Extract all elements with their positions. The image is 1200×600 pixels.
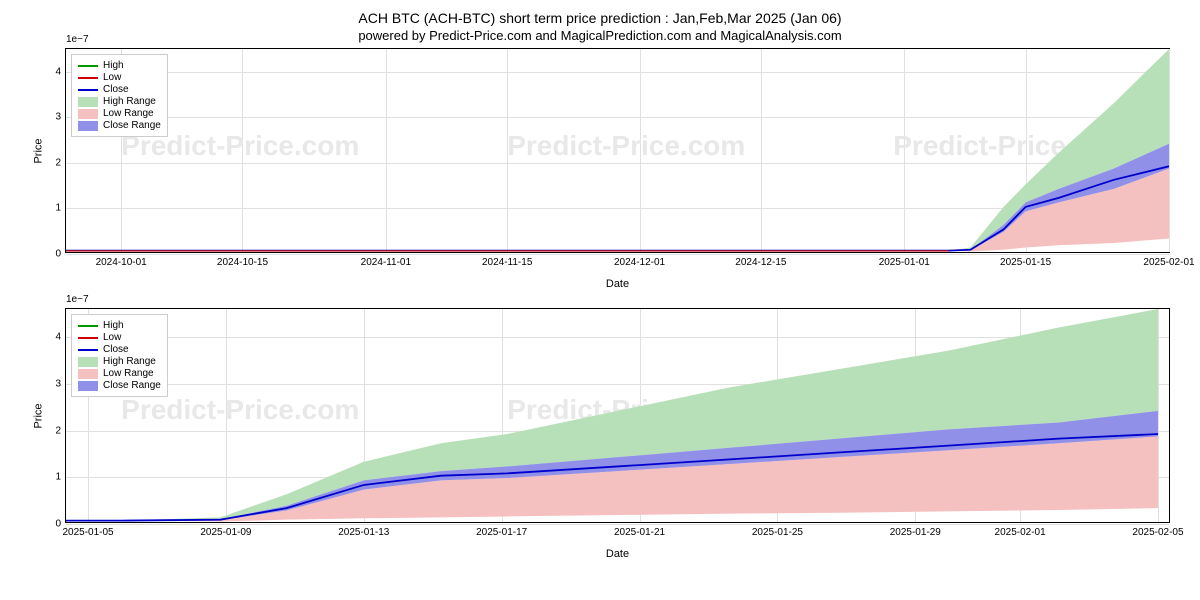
legend-swatch bbox=[78, 337, 98, 339]
legend-item: Low Range bbox=[78, 368, 161, 379]
y-tick-label: 4 bbox=[55, 66, 61, 77]
y-tick-label: 0 bbox=[55, 249, 61, 260]
legend-label: Low bbox=[103, 332, 121, 343]
legend-item: Low bbox=[78, 72, 161, 83]
x-tick-label: 2025-02-01 bbox=[995, 527, 1046, 538]
legend-swatch bbox=[78, 381, 98, 391]
legend-swatch bbox=[78, 325, 98, 327]
title-block: ACH BTC (ACH-BTC) short term price predi… bbox=[20, 10, 1180, 43]
x-axis-label-2: Date bbox=[606, 548, 629, 560]
x-tick-label: 2024-11-15 bbox=[482, 257, 532, 268]
x-tick-label: 2025-01-09 bbox=[200, 527, 251, 538]
y-tick-label: 2 bbox=[55, 425, 61, 436]
x-tick-label: 2025-01-21 bbox=[614, 527, 665, 538]
x-tick-label: 2024-12-15 bbox=[735, 257, 786, 268]
y-tick-label: 1 bbox=[55, 472, 61, 483]
legend-item: Close bbox=[78, 344, 161, 355]
legend-swatch bbox=[78, 89, 98, 91]
x-tick-label: 2024-10-15 bbox=[217, 257, 268, 268]
y-exponent-1: 1e−7 bbox=[66, 34, 89, 45]
y-tick-label: 0 bbox=[55, 519, 61, 530]
legend-label: Low Range bbox=[103, 108, 154, 119]
legend-swatch bbox=[78, 109, 98, 119]
chart-panel-top: 1e−7 Price Date 01234 2024-10-012024-10-… bbox=[65, 48, 1170, 253]
x-tick-label: 2024-11-01 bbox=[361, 257, 411, 268]
x-tick-label: 2025-01-25 bbox=[752, 527, 803, 538]
legend-swatch bbox=[78, 349, 98, 351]
legend-swatch bbox=[78, 121, 98, 131]
x-tick-label: 2025-01-29 bbox=[890, 527, 941, 538]
legend-2: HighLowCloseHigh RangeLow RangeClose Ran… bbox=[71, 314, 168, 397]
y-tick-label: 4 bbox=[55, 332, 61, 343]
x-tick-label: 2024-10-01 bbox=[96, 257, 147, 268]
x-ticks-2: 2025-01-052025-01-092025-01-132025-01-17… bbox=[66, 527, 1169, 542]
y-exponent-2: 1e−7 bbox=[66, 294, 89, 305]
legend-label: High bbox=[103, 60, 124, 71]
y-ticks-1: 01234 bbox=[41, 49, 61, 252]
x-tick-label: 2025-01-13 bbox=[338, 527, 389, 538]
legend-item: High Range bbox=[78, 356, 161, 367]
legend-item: High Range bbox=[78, 96, 161, 107]
legend-item: Close bbox=[78, 84, 161, 95]
x-axis-label-1: Date bbox=[606, 278, 629, 290]
x-tick-label: 2025-01-17 bbox=[476, 527, 527, 538]
y-tick-label: 3 bbox=[55, 112, 61, 123]
y-ticks-2: 01234 bbox=[41, 309, 61, 522]
legend-label: Low Range bbox=[103, 368, 154, 379]
plot-area-2: Predict-Price.com Predict-Price.com Pred… bbox=[66, 309, 1169, 522]
legend-label: Close bbox=[103, 344, 129, 355]
legend-item: High bbox=[78, 60, 161, 71]
legend-item: Low Range bbox=[78, 108, 161, 119]
x-tick-label: 2024-12-01 bbox=[614, 257, 665, 268]
x-ticks-1: 2024-10-01 2024-10-15 2024-11-01 2024-11-15… bbox=[66, 257, 1169, 272]
legend-label: Low bbox=[103, 72, 121, 83]
sub-title: powered by Predict-Price.com and Magical… bbox=[20, 28, 1180, 43]
y-tick-label: 3 bbox=[55, 378, 61, 389]
y-tick-label: 1 bbox=[55, 203, 61, 214]
x-tick-label: 2025-01-01 bbox=[879, 257, 930, 268]
legend-label: Close bbox=[103, 84, 129, 95]
x-tick-label: 2025-01-15 bbox=[1000, 257, 1051, 268]
legend-item: Low bbox=[78, 332, 161, 343]
legend-label: Close Range bbox=[103, 120, 161, 131]
chart-container: ACH BTC (ACH-BTC) short term price predi… bbox=[0, 0, 1200, 600]
legend-swatch bbox=[78, 77, 98, 79]
chart-panel-bottom: 1e−7 Price Date 01234 2025-01-052025-01-… bbox=[65, 308, 1170, 523]
x-tick-label: 2025-02-01 bbox=[1143, 257, 1194, 268]
legend-label: Close Range bbox=[103, 380, 161, 391]
legend-1: HighLowCloseHigh RangeLow RangeClose Ran… bbox=[71, 54, 168, 137]
legend-swatch bbox=[78, 65, 98, 67]
x-tick-label: 2025-02-05 bbox=[1132, 527, 1183, 538]
y-tick-label: 2 bbox=[55, 157, 61, 168]
x-tick-label: 2025-01-05 bbox=[62, 527, 113, 538]
plot-area-1: Predict-Price.com Predict-Price.com Pred… bbox=[66, 49, 1169, 252]
legend-label: High Range bbox=[103, 96, 156, 107]
legend-swatch bbox=[78, 97, 98, 107]
legend-label: High bbox=[103, 320, 124, 331]
legend-item: Close Range bbox=[78, 380, 161, 391]
legend-item: High bbox=[78, 320, 161, 331]
legend-label: High Range bbox=[103, 356, 156, 367]
legend-swatch bbox=[78, 357, 98, 367]
legend-item: Close Range bbox=[78, 120, 161, 131]
main-title: ACH BTC (ACH-BTC) short term price predi… bbox=[20, 10, 1180, 26]
legend-swatch bbox=[78, 369, 98, 379]
